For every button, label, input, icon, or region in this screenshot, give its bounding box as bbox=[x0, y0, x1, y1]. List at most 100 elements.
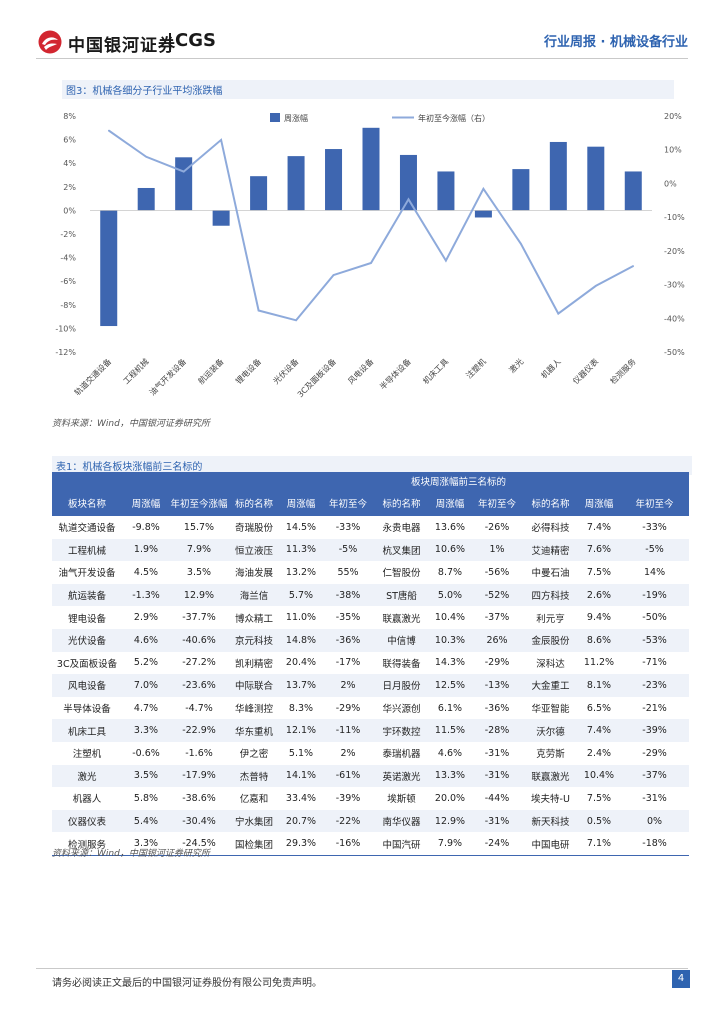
table-cell: 11.0% bbox=[280, 606, 322, 629]
table-cell: 华亚智能 bbox=[523, 696, 578, 720]
table-cell: 华东重机 bbox=[228, 719, 280, 742]
table-cell: -37.7% bbox=[170, 606, 228, 629]
table-cell: -0.6% bbox=[122, 741, 170, 765]
table-cell: 29.3% bbox=[280, 832, 322, 856]
table-cell: -16% bbox=[322, 832, 374, 856]
table-cell: 3C及面板设备 bbox=[52, 651, 122, 675]
table-cell: 工程机械 bbox=[52, 538, 122, 562]
table-cell: 杭叉集团 bbox=[374, 538, 429, 562]
table-cell: 0.5% bbox=[578, 809, 620, 833]
line-point-光伏设备 bbox=[295, 319, 297, 322]
table-cell: 联赢激光 bbox=[523, 764, 578, 788]
table-cell: 宁水集团 bbox=[228, 809, 280, 833]
table-cell: 1% bbox=[471, 538, 523, 562]
table-cell: -33% bbox=[620, 516, 690, 539]
logo-separator bbox=[169, 33, 171, 52]
table-cell: 中际联合 bbox=[228, 674, 280, 697]
table-cell: 激光 bbox=[52, 764, 122, 788]
table-cell: 半导体设备 bbox=[52, 696, 122, 720]
table-cell: 7.1% bbox=[578, 832, 620, 856]
table-row: 光伏设备 4.6% -40.6% 京元科技 14.8% -36% 中信博 10.3% 26% 金辰… bbox=[52, 628, 690, 652]
table-cell: -17.9% bbox=[170, 764, 228, 788]
table-cell: -39% bbox=[620, 719, 690, 742]
table-cell: 6.5% bbox=[578, 696, 620, 720]
y-right-tick-label: 0% bbox=[664, 179, 677, 188]
table-cell: 12.5% bbox=[429, 674, 471, 697]
table-row: 注塑机 -0.6% -1.6% 伊之密 5.1% 2% 泰瑞机器 4.6% -31% 克劳斯 2.4… bbox=[52, 741, 690, 765]
table-cell: 华峰测控 bbox=[228, 696, 280, 720]
table-cell: 5.2% bbox=[122, 651, 170, 675]
table-cell: 2% bbox=[322, 674, 374, 697]
table-cell: -19% bbox=[620, 583, 690, 607]
bar-仪器仪表 bbox=[587, 146, 605, 211]
bar-注塑机 bbox=[474, 210, 492, 218]
table-cell: 永贵电器 bbox=[374, 516, 429, 539]
table-cell: 海兰信 bbox=[228, 583, 280, 607]
line-point-注塑机 bbox=[482, 188, 485, 190]
table-cell: 航运装备 bbox=[52, 583, 122, 607]
table-cell: 8.1% bbox=[578, 674, 620, 697]
table-cell: 5.4% bbox=[122, 809, 170, 833]
table-cell: 10.3% bbox=[429, 628, 471, 652]
x-tick-label: 油气开发设备 bbox=[147, 356, 188, 397]
table-cell: 2.9% bbox=[122, 606, 170, 629]
table-cell: 13.3% bbox=[429, 764, 471, 788]
table-cell: 10.6% bbox=[429, 538, 471, 562]
x-tick-label: 机器人 bbox=[539, 356, 563, 380]
table-cell: 油气开发设备 bbox=[52, 561, 122, 584]
table-cell: 艾迪精密 bbox=[523, 538, 578, 562]
table-row: 半导体设备 4.7% -4.7% 华峰测控 8.3% -29% 华兴源创 6.1% -36% 华亚… bbox=[52, 696, 690, 720]
table-cell: 京元科技 bbox=[228, 628, 280, 652]
table-cell: 3.3% bbox=[122, 832, 170, 856]
table-row: 激光 3.5% -17.9% 杰普特 14.1% -61% 英诺激光 13.3% -31% 联赢激… bbox=[52, 764, 690, 788]
table-cell: 14.3% bbox=[429, 651, 471, 675]
table-cell: -17% bbox=[322, 651, 374, 675]
bar-工程机械 bbox=[137, 187, 155, 211]
x-tick-label: 机床工具 bbox=[421, 356, 451, 386]
table-cell: 8.3% bbox=[280, 696, 322, 720]
table-cell: 中国电研 bbox=[523, 832, 578, 856]
table-cell: 10.4% bbox=[578, 764, 620, 788]
table-cell: 博众精工 bbox=[228, 606, 280, 629]
table-cell: -44% bbox=[471, 787, 523, 810]
table-cell: 3.3% bbox=[122, 719, 170, 742]
table-cell: -36% bbox=[322, 628, 374, 652]
table-cell: 埃斯顿 bbox=[374, 787, 429, 810]
table-cell: 7.6% bbox=[578, 538, 620, 562]
line-point-机床工具 bbox=[445, 259, 447, 262]
table-cell: 12.9% bbox=[170, 583, 228, 607]
column-header: 年初至今 bbox=[322, 490, 374, 516]
page-header: 中国银河证券 CGS 行业周报 · 机械设备行业 bbox=[0, 0, 724, 59]
table-caption: 表1：机械各板块涨幅前三名标的 bbox=[52, 456, 692, 475]
table-cell: 必得科技 bbox=[523, 516, 578, 539]
table-cell: 7.9% bbox=[429, 832, 471, 856]
x-tick-label: 光伏设备 bbox=[271, 356, 301, 386]
table-cell: -33% bbox=[322, 516, 374, 539]
table-cell: -5% bbox=[620, 538, 690, 562]
table-cell: 日月股份 bbox=[374, 674, 429, 697]
table-cell: 3.5% bbox=[170, 561, 228, 584]
line-point-风电设备 bbox=[370, 262, 372, 264]
table-cell: 中国汽研 bbox=[374, 832, 429, 856]
table-cell: 8.6% bbox=[578, 628, 620, 652]
column-header: 周涨幅 bbox=[122, 490, 170, 516]
table-cell: 4.5% bbox=[122, 561, 170, 584]
legend-bar-swatch bbox=[270, 113, 280, 122]
table-cell: -23% bbox=[620, 674, 690, 697]
table-cell: 14.5% bbox=[280, 516, 322, 539]
x-tick-label: 航运装备 bbox=[196, 356, 226, 386]
table-cell: 仁智股份 bbox=[374, 561, 429, 584]
line-point-仪器仪表 bbox=[595, 285, 597, 287]
line-point-锂电设备 bbox=[257, 309, 260, 312]
table-cell: 检测服务 bbox=[52, 832, 122, 856]
x-tick-label: 半导体设备 bbox=[378, 356, 413, 391]
table-cell: 海油发展 bbox=[228, 561, 280, 584]
table-cell: 风电设备 bbox=[52, 674, 122, 697]
column-header: 年初至今 bbox=[471, 490, 523, 516]
line-point-3C及面板设备 bbox=[332, 274, 335, 276]
figure-source: 资料来源：Wind，中国银河证券研究所 bbox=[52, 419, 210, 429]
table-cell: -53% bbox=[620, 628, 690, 652]
column-header: 周涨幅 bbox=[578, 490, 620, 516]
y-left-tick-label: 6% bbox=[63, 136, 76, 145]
table-cell: 亿嘉和 bbox=[228, 787, 280, 810]
